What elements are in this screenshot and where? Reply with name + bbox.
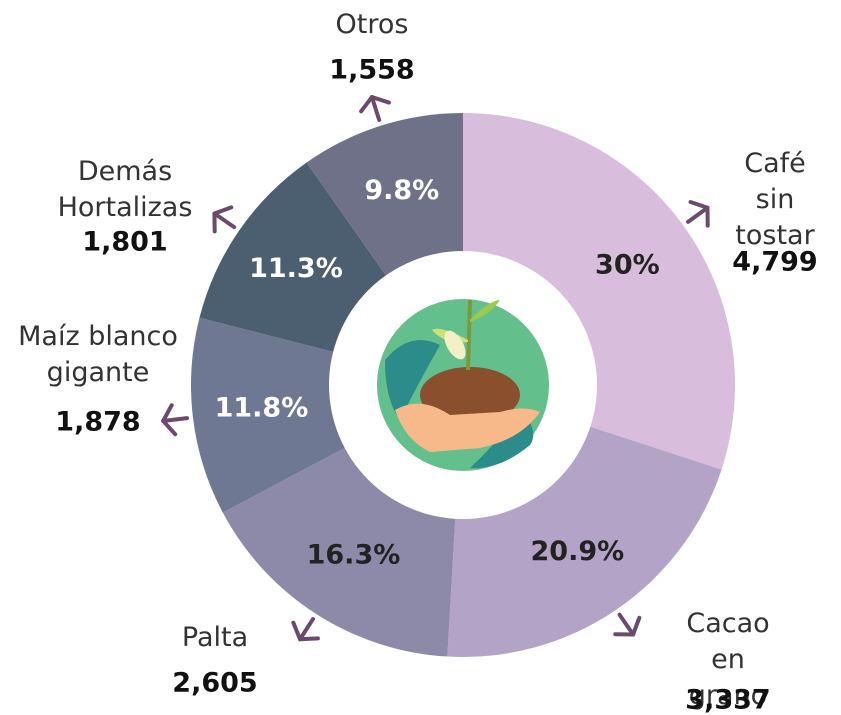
value-label: 1,558 [329,55,414,86]
arrow [300,619,313,639]
percent-label: 11.8% [215,393,309,424]
category-label: Palta [182,620,248,656]
percent-label: 16.3% [307,539,401,570]
percent-label: 20.9% [531,536,625,567]
value-label: 2,605 [172,668,257,699]
value-label: 1,801 [82,227,167,258]
value-label: 3,337 [685,685,770,715]
value-label: 4,799 [732,247,817,278]
value-label: 1,878 [55,407,140,438]
category-label: Maíz blanco gigante [18,319,178,391]
plant-icon [377,299,549,471]
category-label: Otros [336,7,409,43]
arrow [620,615,634,635]
arrow [688,208,707,222]
category-label: Café sin tostar [735,146,814,254]
arrow [214,213,234,227]
percent-label: 11.3% [249,253,343,284]
percent-label: 30% [595,249,660,280]
category-label: Demás Hortalizas [58,154,193,226]
percent-label: 9.8% [364,175,439,206]
chart: 30% 20.9% 16.3% 11.8% 11.3% 9.8% Café sin tos… [0,0,841,715]
